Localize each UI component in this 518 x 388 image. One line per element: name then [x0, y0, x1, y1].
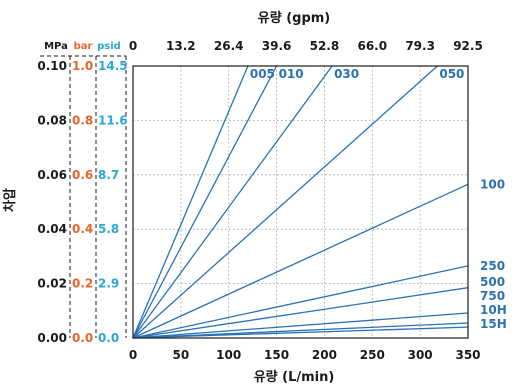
- x2-tick-label: 52.8: [310, 39, 340, 53]
- y-tick-label-psid: 14.5: [98, 59, 128, 73]
- unit-psid: psid: [97, 41, 121, 52]
- series-label-100: 100: [480, 177, 505, 191]
- plot-frame: [132, 65, 469, 339]
- x-tick-label: 250: [360, 348, 385, 362]
- series-line-010: [132, 65, 278, 339]
- x-tick-label: 100: [216, 348, 241, 362]
- series-label-750: 750: [480, 289, 505, 303]
- y-tick-label-bar: 0.2: [72, 277, 93, 291]
- series-label-010: 010: [279, 67, 304, 81]
- x-tick-label: 200: [312, 348, 337, 362]
- unit-bar: bar: [74, 41, 93, 52]
- y-tick-label-bar: 0.8: [72, 113, 93, 127]
- y-tick-label-bar: 0.6: [72, 168, 93, 182]
- y-tick-label-mpa: 0.10: [37, 59, 67, 73]
- x2-tick-label: 26.4: [214, 39, 244, 53]
- y-tick-label-psid: 11.6: [98, 113, 128, 127]
- top-axis-title: 유량 (gpm): [258, 11, 331, 26]
- x-tick-label: 0: [129, 348, 137, 362]
- x-tick-label: 300: [408, 348, 433, 362]
- series-line-005: [132, 65, 249, 339]
- y-tick-label-psid: 5.8: [98, 222, 119, 236]
- x2-tick-label: 39.6: [262, 39, 292, 53]
- y-tick-label-mpa: 0.02: [37, 277, 67, 291]
- series-label-030: 030: [334, 67, 359, 81]
- series-label-050: 050: [439, 67, 464, 81]
- unit-mpa: MPa: [44, 41, 68, 52]
- y-tick-label-bar: 0.4: [72, 222, 93, 236]
- series-label-500: 500: [480, 275, 505, 289]
- series-line-15H: [132, 326, 469, 339]
- x2-tick-label: 13.2: [166, 39, 196, 53]
- x2-tick-label: 92.5: [453, 39, 483, 53]
- y-tick-label-mpa: 0.08: [37, 113, 67, 127]
- series-line-030: [132, 65, 333, 339]
- y-tick-label-psid: 0.0: [98, 331, 119, 345]
- x2-tick-label: 0: [129, 39, 137, 53]
- y-tick-label-mpa: 0.00: [37, 331, 67, 345]
- series-line-10H: [132, 322, 469, 339]
- x-tick-label: 150: [264, 348, 289, 362]
- y-tick-label-bar: 1.0: [72, 59, 93, 73]
- y-tick-label-bar: 0.0: [72, 331, 93, 345]
- series-line-750: [132, 312, 469, 339]
- x2-tick-label: 79.3: [405, 39, 435, 53]
- series-lines: [132, 65, 469, 339]
- y-tick-label-mpa: 0.04: [37, 222, 67, 236]
- series-line-100: [132, 183, 469, 339]
- series-line-500: [132, 287, 469, 339]
- series-label-10H: 10H: [480, 303, 507, 317]
- series-label-15H: 15H: [480, 317, 507, 331]
- plot-border: [132, 65, 469, 339]
- series-line-050: [132, 65, 438, 339]
- y-tick-label-psid: 8.7: [98, 168, 119, 182]
- y-tick-label-mpa: 0.06: [37, 168, 67, 182]
- bottom-axis-title: 유량 (L/min): [254, 370, 335, 385]
- series-label-005: 005: [250, 67, 275, 81]
- x-tick-label: 350: [455, 348, 480, 362]
- series-line-250: [132, 265, 469, 339]
- x-tick-label: 50: [173, 348, 190, 362]
- auxiliary-axes: [40, 55, 127, 338]
- x2-tick-label: 66.0: [357, 39, 387, 53]
- y-tick-label-psid: 2.9: [98, 277, 119, 291]
- y-axis-title: 차압: [2, 188, 18, 212]
- series-label-250: 250: [480, 259, 505, 273]
